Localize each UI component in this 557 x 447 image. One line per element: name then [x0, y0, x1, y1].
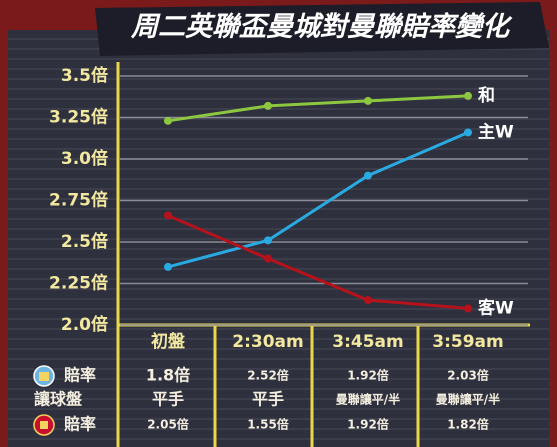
- point: [364, 96, 372, 105]
- series-line: [167, 131, 469, 269]
- point: [264, 254, 272, 263]
- table-cell: 1.55倍: [247, 417, 289, 432]
- table-cell: 平手: [152, 390, 184, 409]
- background: [8, 30, 549, 447]
- y-tick-label: 3.5倍: [61, 65, 108, 86]
- table-cell: 2.52倍: [247, 368, 289, 383]
- point: [264, 236, 272, 245]
- table-cell: 賠率: [64, 366, 96, 385]
- point: [364, 171, 372, 180]
- y-tick-label: 2.5倍: [61, 231, 108, 252]
- series-line: [167, 94, 469, 123]
- y-tick-label: 2.75倍: [49, 190, 108, 211]
- table-cell: 曼聯讓平/半: [436, 392, 500, 407]
- table-cell: 1.82倍: [447, 417, 489, 432]
- point: [164, 262, 172, 271]
- point: [164, 116, 172, 125]
- table-cell: 2.03倍: [447, 368, 489, 383]
- point: [364, 296, 372, 305]
- table-cell: 1.92倍: [347, 368, 389, 383]
- chart-title: 周二英聯盃曼城對曼聯賠率變化: [130, 12, 513, 43]
- series-line: [167, 214, 469, 310]
- y-tick-label: 2.0倍: [61, 314, 108, 335]
- x-tick-label: 2:30am: [232, 332, 303, 352]
- point: [264, 101, 272, 110]
- team-icon-away: [33, 414, 55, 436]
- series-label: 客W: [477, 297, 514, 318]
- table-cell: 1.92倍: [347, 417, 389, 432]
- series-label: 主W: [478, 121, 514, 142]
- table-cell: 2.05倍: [147, 417, 189, 432]
- table-cell: 平手: [252, 390, 284, 409]
- team-icon-home: [33, 365, 55, 387]
- table-cell: 讓球盤: [34, 390, 83, 409]
- x-tick-label: 3:59am: [432, 332, 503, 352]
- point: [464, 304, 472, 313]
- y-tick-label: 3.0倍: [61, 148, 108, 169]
- y-tick-label: 3.25倍: [49, 107, 108, 128]
- title-banner: [95, 2, 549, 56]
- table-cell: 曼聯讓平/半: [336, 392, 400, 407]
- y-tick-label: 2.25倍: [49, 273, 108, 294]
- table-cell: 賠率: [64, 415, 96, 434]
- table-cell: 1.8倍: [146, 366, 190, 385]
- point: [464, 91, 472, 100]
- x-tick-label: 3:45am: [332, 332, 403, 352]
- point: [464, 128, 472, 137]
- x-tick-label: 初盤: [151, 331, 186, 352]
- series-label: 和: [478, 86, 495, 106]
- point: [164, 211, 172, 220]
